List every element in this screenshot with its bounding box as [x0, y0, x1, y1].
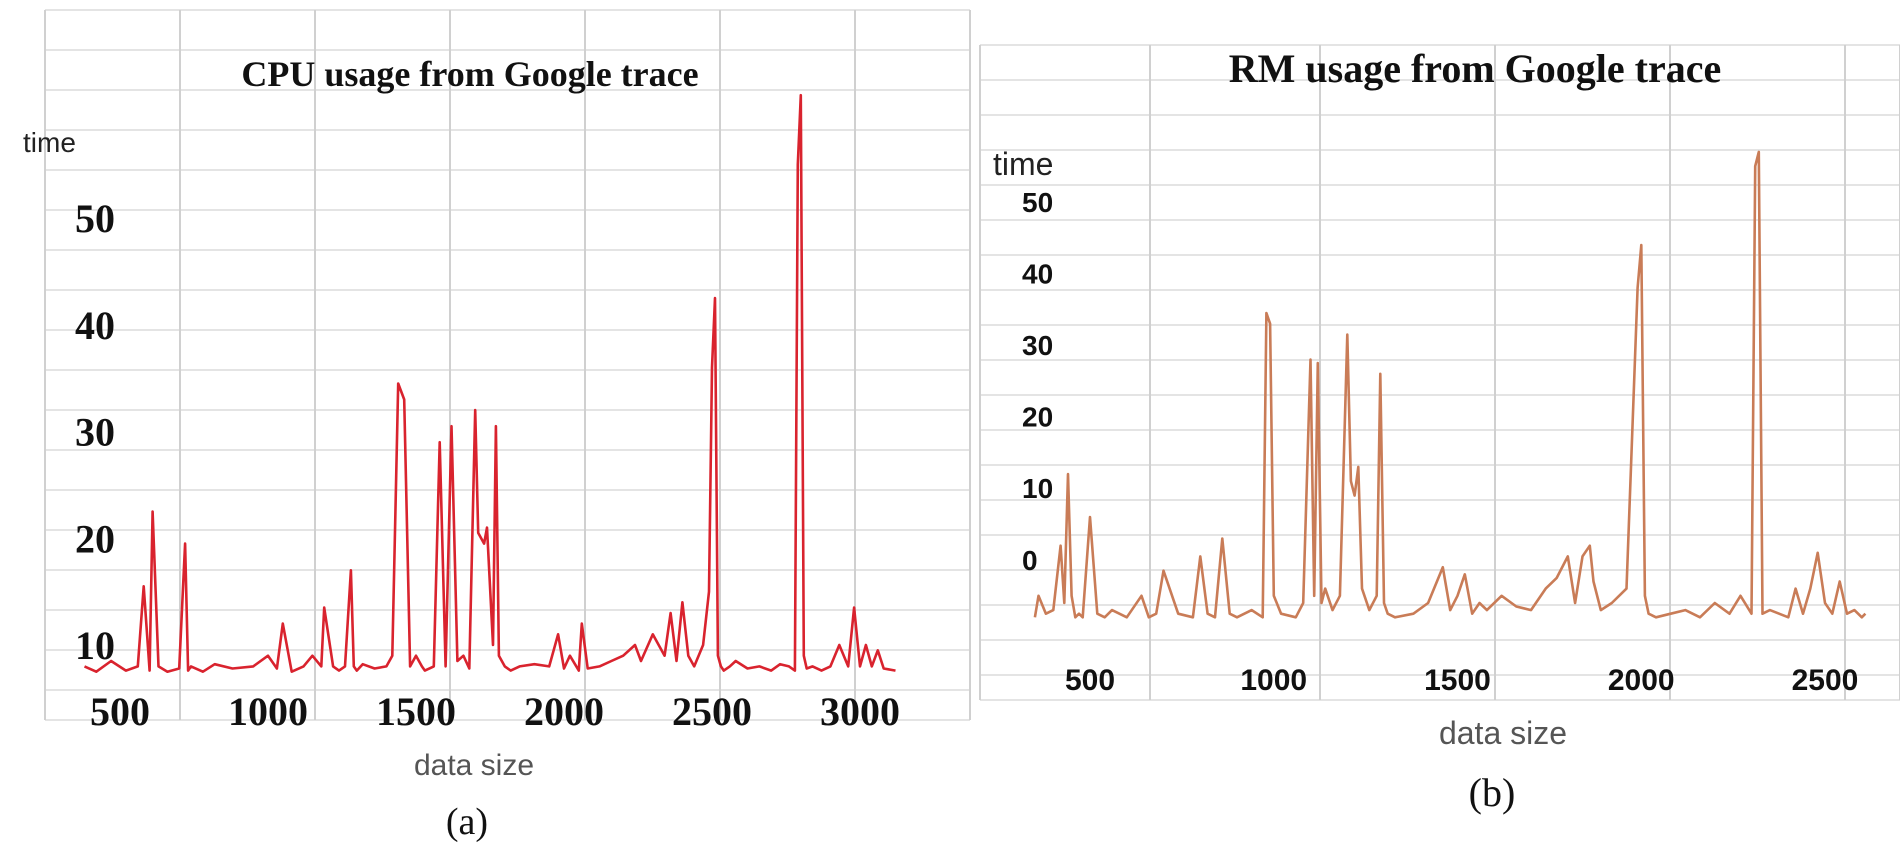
panel-a: CPU usage from Google trace time 10 20 30 4… [23, 9, 971, 843]
y-tick-label-a-3: 40 [75, 303, 115, 348]
x-tick-label-b-3: 2000 [1608, 664, 1675, 697]
y-tick-label-b-0: 0 [1022, 545, 1038, 576]
x-tick-label-a-1: 1000 [228, 689, 308, 734]
y-tick-label-b-3: 30 [1022, 330, 1053, 361]
x-ticks-b: 500 1000 1500 2000 2500 [1065, 664, 1858, 697]
y-ticks-b: 0 10 20 30 40 50 [1022, 187, 1053, 576]
y-tick-label-a-0: 10 [75, 623, 115, 668]
x-tick-label-b-2: 1500 [1424, 664, 1491, 697]
y-tick-label-b-5: 50 [1022, 187, 1053, 218]
x-tick-label-b-0: 500 [1065, 664, 1115, 697]
series-line-b [1033, 150, 1867, 619]
y-axis-label-b: time [993, 146, 1053, 182]
y-tick-label-b-4: 40 [1022, 258, 1053, 289]
y-tick-label-a-2: 30 [75, 410, 115, 455]
y-tick-label-a-1: 20 [75, 516, 115, 561]
x-tick-label-b-1: 1000 [1240, 664, 1307, 697]
series-line-a [83, 93, 896, 674]
x-axis-label-b: data size [1439, 715, 1567, 751]
chart-title-a: CPU usage from Google trace [241, 54, 698, 94]
y-ticks-a: 10 20 30 40 50 [75, 196, 115, 668]
x-tick-label-a-2: 1500 [376, 689, 456, 734]
x-tick-label-a-4: 2500 [672, 689, 752, 734]
x-axis-label-a: data size [414, 749, 534, 782]
x-tick-label-a-3: 2000 [524, 689, 604, 734]
y-tick-label-a-4: 50 [75, 196, 115, 241]
y-tick-label-b-1: 10 [1022, 473, 1053, 504]
x-tick-label-a-0: 500 [90, 689, 150, 734]
caption-b: (b) [1469, 770, 1516, 815]
chart-title-b: RM usage from Google trace [1229, 46, 1721, 91]
x-ticks-a: 500 1000 1500 2000 2500 3000 [90, 689, 900, 734]
y-tick-label-b-2: 20 [1022, 402, 1053, 433]
grid-a [44, 9, 971, 721]
x-tick-label-b-4: 2500 [1792, 664, 1859, 697]
x-tick-label-a-5: 3000 [820, 689, 900, 734]
y-axis-label-a: time [23, 127, 76, 158]
panel-b: RM usage from Google trace time 0 10 20 30 4… [979, 44, 1900, 815]
caption-a: (a) [446, 801, 488, 843]
